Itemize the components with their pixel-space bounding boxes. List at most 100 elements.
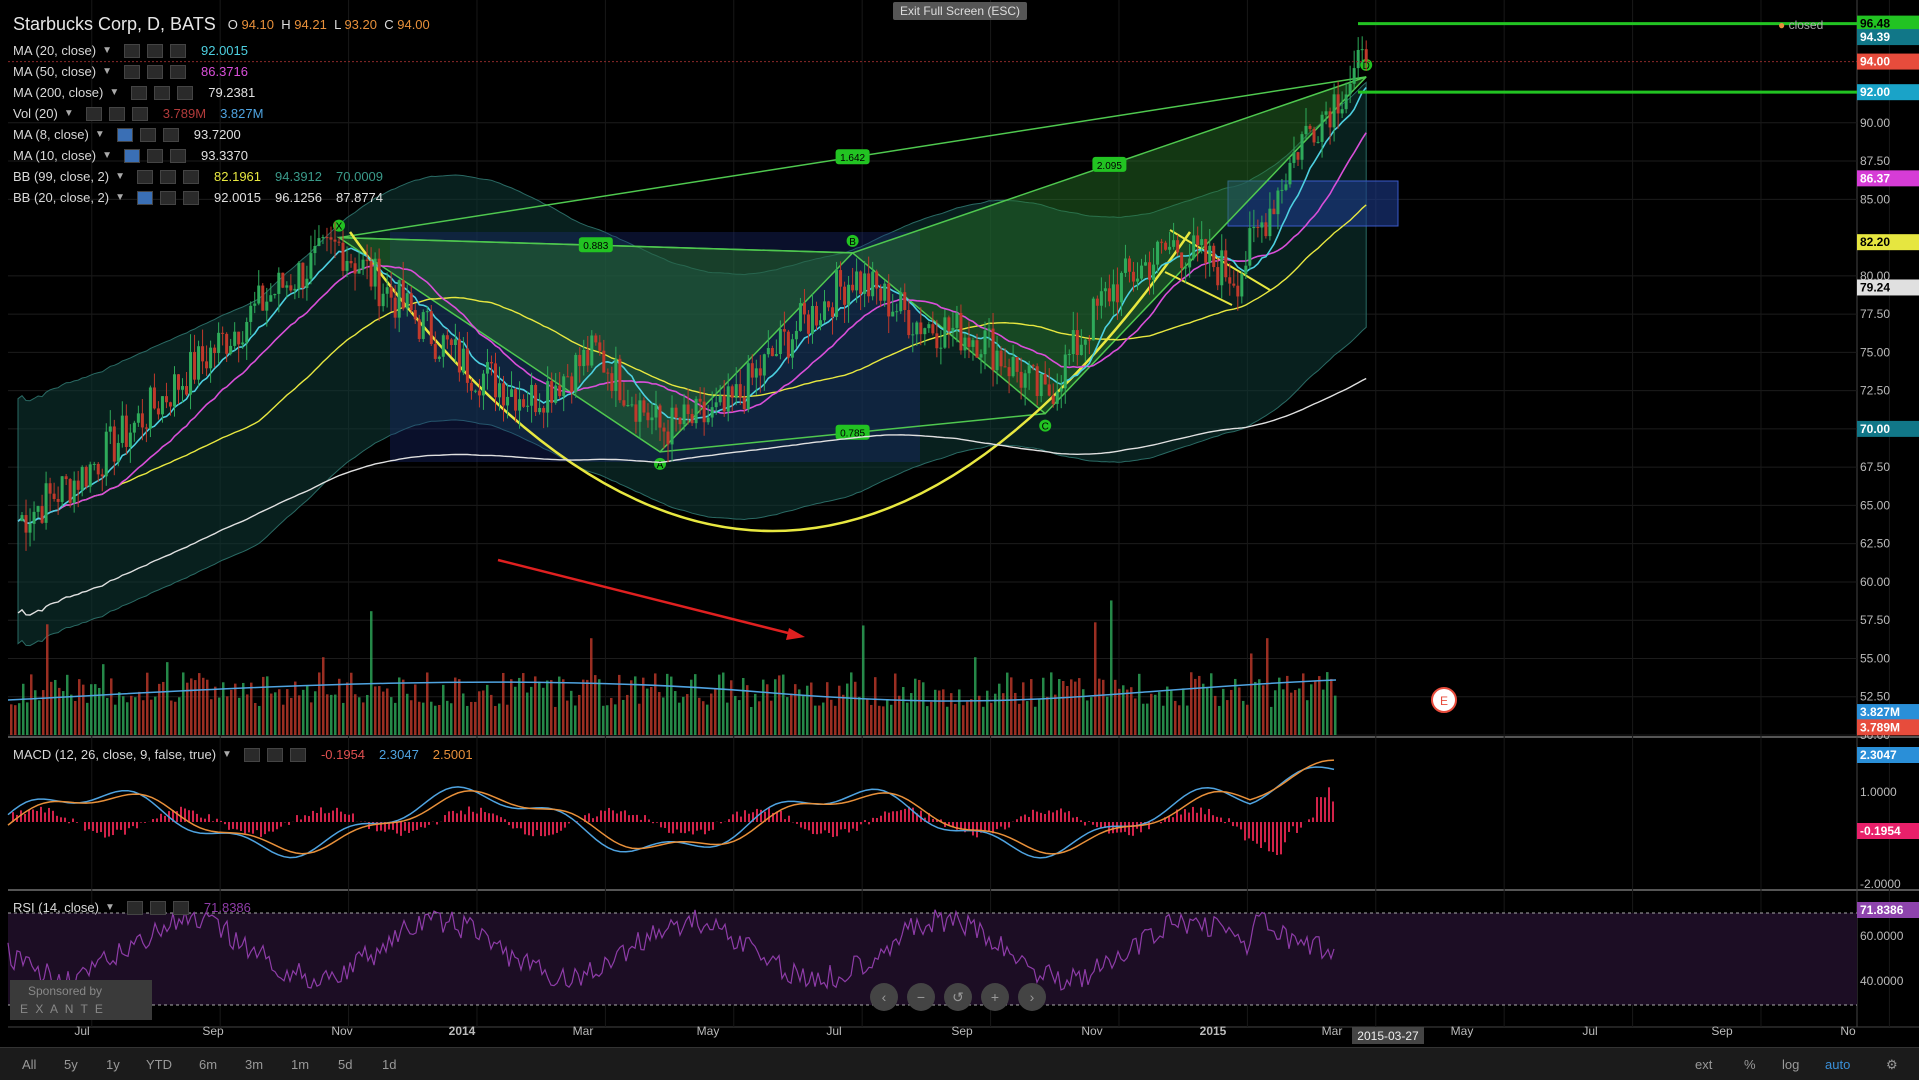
price-axis-tick: 62.50 (1860, 537, 1890, 551)
close-icon[interactable] (163, 128, 179, 142)
symbol-title[interactable]: Starbucks Corp, D, BATS (13, 14, 216, 35)
ratio-label: 2.095 (1097, 161, 1122, 172)
gear-icon[interactable] (150, 901, 166, 915)
scroll-right-button[interactable]: › (1018, 983, 1046, 1011)
gear-icon[interactable] (160, 191, 176, 205)
volume-bar (342, 703, 345, 735)
gear-icon[interactable] (109, 107, 125, 121)
range-button[interactable]: 6m (199, 1057, 217, 1072)
macd-histogram-bar (728, 819, 730, 822)
eye-icon[interactable] (127, 901, 143, 915)
candle-body (1036, 366, 1039, 396)
sponsor-badge[interactable]: Sponsored by E X A N T E (10, 980, 152, 1020)
volume-bar (946, 707, 949, 735)
eye-icon[interactable] (124, 44, 140, 58)
price-badge-label: 3.827M (1860, 705, 1900, 719)
legend-row[interactable]: RSI (14, close)▼71.8386 (13, 900, 251, 915)
close-icon[interactable] (173, 901, 189, 915)
chevron-down-icon[interactable]: ▼ (102, 45, 112, 56)
gear-icon[interactable] (147, 149, 163, 163)
gear-icon[interactable] (147, 44, 163, 58)
close-icon[interactable] (183, 170, 199, 184)
volume-bar (1206, 688, 1209, 735)
macd-histogram-bar (660, 822, 662, 827)
range-button[interactable]: 3m (245, 1057, 263, 1072)
volume-bar (658, 692, 661, 735)
close-icon[interactable] (183, 191, 199, 205)
candle-body (586, 350, 589, 366)
chevron-down-icon[interactable]: ▼ (115, 171, 125, 182)
settings-gear-icon[interactable]: ⚙ (1886, 1057, 1898, 1073)
range-button[interactable]: 5d (338, 1057, 352, 1072)
chevron-down-icon[interactable]: ▼ (222, 749, 232, 760)
scale-option-button[interactable]: ext (1695, 1057, 1712, 1072)
legend-row[interactable]: MA (20, close)▼92.0015 (13, 43, 248, 58)
eye-icon[interactable] (137, 170, 153, 184)
eye-icon[interactable] (137, 191, 153, 205)
close-icon[interactable] (170, 65, 186, 79)
candle-body (1200, 239, 1203, 245)
exit-fullscreen-button[interactable]: Exit Full Screen (ESC) (893, 2, 1027, 20)
range-button[interactable]: 1d (382, 1057, 396, 1072)
range-button[interactable]: 1y (106, 1057, 120, 1072)
eye-icon[interactable] (124, 149, 140, 163)
chevron-down-icon[interactable]: ▼ (105, 902, 115, 913)
candle-body (518, 399, 521, 410)
macd-histogram-bar (1256, 822, 1258, 844)
eye-icon[interactable] (124, 65, 140, 79)
candle-body (1156, 242, 1159, 265)
range-button[interactable]: YTD (146, 1057, 172, 1072)
gear-icon[interactable] (147, 65, 163, 79)
chevron-down-icon[interactable]: ▼ (102, 66, 112, 77)
eye-icon[interactable] (244, 748, 260, 762)
volume-bar (386, 688, 389, 735)
gear-icon[interactable] (140, 128, 156, 142)
eye-icon[interactable] (86, 107, 102, 121)
scale-option-button[interactable]: auto (1825, 1057, 1850, 1072)
legend-row[interactable]: MA (10, close)▼93.3370 (13, 148, 248, 163)
zoom-in-button[interactable]: + (981, 983, 1009, 1011)
candle-body (382, 294, 385, 306)
volume-bar (498, 704, 501, 735)
volume-bar (898, 696, 901, 735)
scale-option-button[interactable]: % (1744, 1057, 1756, 1072)
close-icon[interactable] (290, 748, 306, 762)
candle-body (534, 385, 537, 412)
chevron-down-icon[interactable]: ▼ (109, 87, 119, 98)
zoom-out-button[interactable]: − (907, 983, 935, 1011)
range-button[interactable]: 1m (291, 1057, 309, 1072)
volume-bar (118, 692, 121, 735)
chevron-down-icon[interactable]: ▼ (102, 150, 112, 161)
range-button[interactable]: 5y (64, 1057, 78, 1072)
close-icon[interactable] (132, 107, 148, 121)
volume-bar (554, 707, 557, 735)
reset-button[interactable]: ↺ (944, 983, 972, 1011)
chevron-down-icon[interactable]: ▼ (115, 192, 125, 203)
close-icon[interactable] (170, 149, 186, 163)
gear-icon[interactable] (154, 86, 170, 100)
scroll-left-button[interactable]: ‹ (870, 983, 898, 1011)
eye-icon[interactable] (131, 86, 147, 100)
volume-bar (294, 682, 297, 735)
legend-row[interactable]: MA (8, close)▼93.7200 (13, 127, 241, 142)
gear-icon[interactable] (160, 170, 176, 184)
macd-histogram-bar (748, 814, 750, 822)
scale-option-button[interactable]: log (1782, 1057, 1799, 1072)
close-icon[interactable] (177, 86, 193, 100)
range-button[interactable]: All (22, 1057, 36, 1072)
chevron-down-icon[interactable]: ▼ (95, 129, 105, 140)
legend-row[interactable]: MA (50, close)▼86.3716 (13, 64, 248, 79)
close-icon[interactable] (170, 44, 186, 58)
legend-row[interactable]: MA (200, close)▼79.2381 (13, 85, 255, 100)
chevron-down-icon[interactable]: ▼ (64, 108, 74, 119)
macd-histogram-bar (256, 822, 258, 830)
gear-icon[interactable] (267, 748, 283, 762)
legend-row[interactable]: MACD (12, 26, close, 9, false, true)▼-0.… (13, 747, 473, 762)
candle-body (342, 243, 345, 271)
eye-icon[interactable] (117, 128, 133, 142)
volume-bar (22, 684, 25, 735)
